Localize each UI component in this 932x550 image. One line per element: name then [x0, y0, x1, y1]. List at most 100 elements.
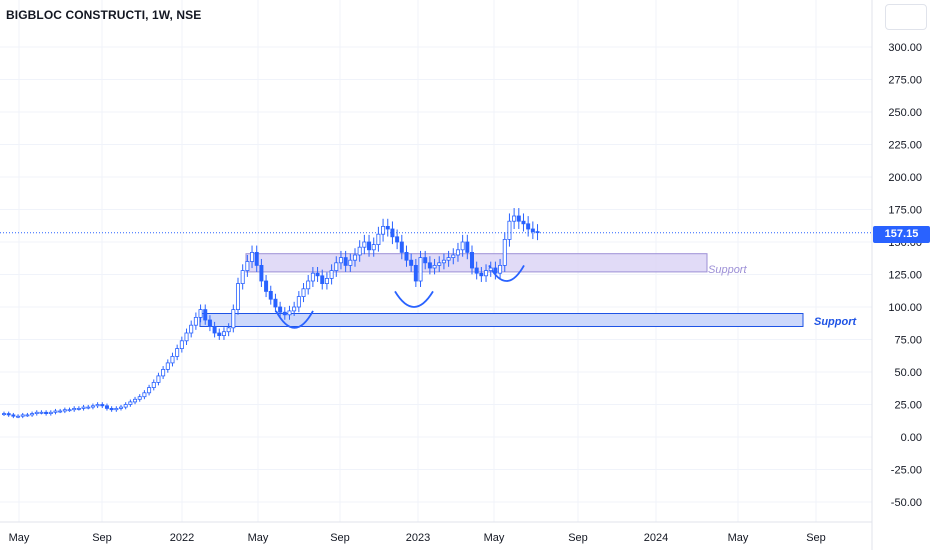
candle[interactable] [128, 399, 133, 407]
candle[interactable] [193, 312, 198, 330]
candle[interactable] [104, 403, 109, 411]
candle[interactable] [376, 226, 381, 252]
candle[interactable] [137, 394, 142, 402]
candle[interactable] [530, 221, 535, 240]
candle[interactable] [488, 261, 493, 277]
candle[interactable] [245, 254, 250, 277]
candle[interactable] [437, 256, 442, 272]
candle[interactable] [25, 412, 30, 417]
candle[interactable] [170, 352, 175, 367]
candle[interactable] [254, 245, 259, 272]
candle[interactable] [273, 293, 278, 313]
candle[interactable] [460, 234, 465, 257]
candle[interactable] [259, 258, 264, 287]
candle[interactable] [179, 336, 184, 353]
candle[interactable] [72, 406, 77, 412]
candle[interactable] [34, 410, 39, 416]
candle[interactable] [109, 406, 114, 412]
candle[interactable] [217, 328, 222, 340]
candle[interactable] [62, 407, 67, 414]
top-right-control[interactable] [885, 4, 927, 30]
candle[interactable] [264, 275, 269, 298]
candle[interactable] [287, 305, 292, 320]
candle[interactable] [455, 242, 460, 262]
candle[interactable] [86, 404, 91, 410]
candle[interactable] [423, 250, 428, 270]
candle[interactable] [278, 301, 283, 318]
candle[interactable] [53, 408, 58, 415]
pattern-arc[interactable] [394, 290, 434, 308]
candle[interactable] [357, 240, 362, 262]
candle[interactable] [67, 407, 72, 412]
candle[interactable] [362, 234, 367, 255]
candle[interactable] [147, 384, 152, 396]
candle[interactable] [151, 379, 156, 391]
candle[interactable] [502, 232, 507, 272]
candle[interactable] [404, 245, 409, 267]
candle[interactable] [381, 218, 386, 242]
candle[interactable] [282, 307, 287, 320]
candle[interactable] [516, 208, 521, 229]
candle[interactable] [207, 315, 212, 332]
candle[interactable] [498, 258, 503, 280]
candle[interactable] [100, 402, 105, 409]
candle[interactable] [427, 256, 432, 275]
candle[interactable] [119, 404, 124, 411]
candle[interactable] [48, 410, 53, 416]
candle[interactable] [198, 304, 203, 323]
candle[interactable] [189, 320, 194, 338]
candle[interactable] [306, 275, 311, 295]
candle[interactable] [44, 410, 49, 416]
candle[interactable] [175, 344, 180, 361]
candle[interactable] [292, 301, 297, 316]
candle[interactable] [226, 323, 231, 337]
candle[interactable] [352, 248, 357, 267]
candle[interactable] [235, 277, 240, 315]
candle[interactable] [133, 396, 138, 405]
candle[interactable] [418, 250, 423, 287]
candle[interactable] [142, 390, 147, 400]
candle[interactable] [521, 213, 526, 232]
candle[interactable] [413, 258, 418, 287]
candle[interactable] [451, 248, 456, 265]
candle[interactable] [334, 256, 339, 277]
candle[interactable] [409, 253, 414, 272]
candle[interactable] [535, 224, 540, 241]
candle[interactable] [371, 237, 376, 257]
candle[interactable] [58, 408, 63, 414]
candle[interactable] [165, 359, 170, 373]
candle[interactable] [469, 245, 474, 275]
candle[interactable] [395, 229, 400, 250]
candle[interactable] [16, 414, 21, 419]
candle[interactable] [493, 261, 498, 280]
candle[interactable] [2, 411, 7, 417]
candle[interactable] [432, 258, 437, 275]
candle[interactable] [231, 304, 236, 333]
candle[interactable] [184, 328, 189, 345]
candle[interactable] [507, 213, 512, 247]
candle[interactable] [441, 253, 446, 270]
candle[interactable] [240, 264, 245, 290]
candle[interactable] [221, 327, 226, 340]
candle[interactable] [320, 269, 325, 290]
candle[interactable] [348, 253, 353, 272]
candle[interactable] [343, 250, 348, 272]
candle[interactable] [296, 291, 301, 313]
candle[interactable] [446, 250, 451, 267]
candle[interactable] [465, 234, 470, 260]
candle[interactable] [479, 266, 484, 282]
candle[interactable] [301, 283, 306, 303]
candle[interactable] [11, 412, 16, 419]
candle[interactable] [156, 372, 161, 386]
candle[interactable] [315, 266, 320, 282]
candle[interactable] [367, 234, 372, 257]
candle[interactable] [6, 411, 11, 417]
candle[interactable] [324, 272, 329, 290]
candle[interactable] [512, 208, 517, 229]
candle[interactable] [474, 261, 479, 280]
candle[interactable] [310, 266, 315, 287]
candle[interactable] [212, 321, 217, 338]
candle[interactable] [338, 250, 343, 270]
candle[interactable] [250, 245, 255, 269]
